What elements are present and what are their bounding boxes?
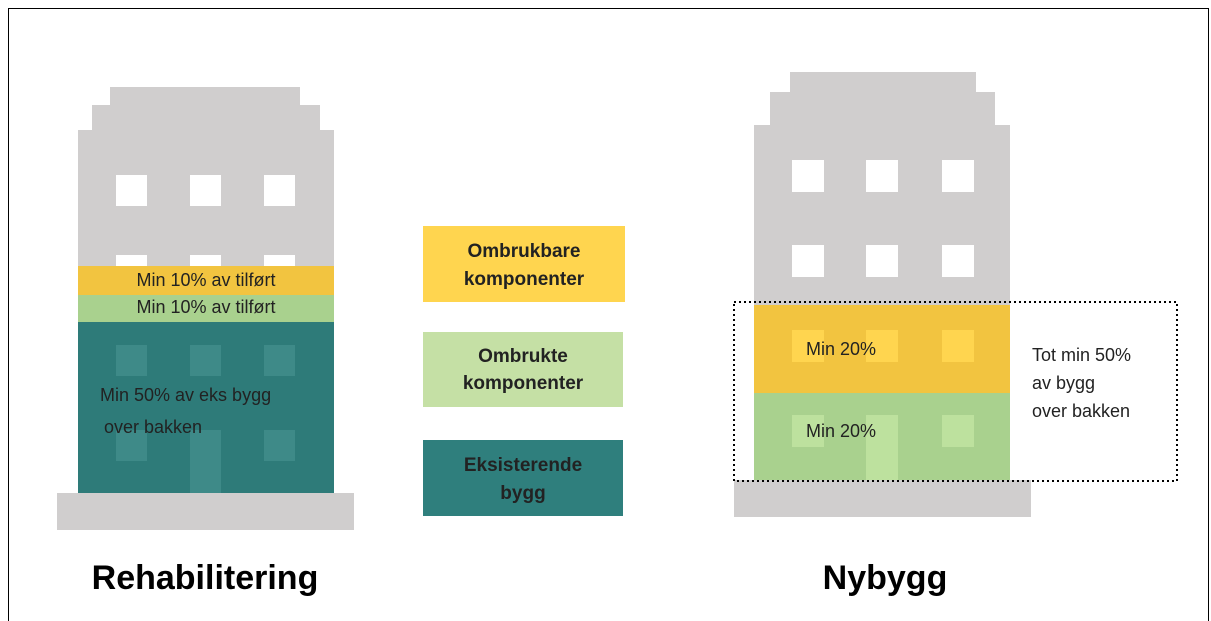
diagram: Min 10% av tilført Min 10% av tilført Mi… xyxy=(0,0,1211,621)
roof xyxy=(110,87,300,107)
legend-box xyxy=(423,440,623,516)
title: Nybygg xyxy=(823,559,948,597)
legend-label: Eksisterende xyxy=(464,455,582,476)
base xyxy=(57,493,354,530)
window xyxy=(942,415,974,447)
legend-label: komponenter xyxy=(463,373,584,394)
window xyxy=(116,175,147,206)
legend-box xyxy=(423,226,625,302)
window xyxy=(264,175,295,206)
legend-label: Ombrukbare xyxy=(468,241,581,262)
legend-label: komponenter xyxy=(464,269,585,290)
band-label: Min 50% av eks bygg xyxy=(100,385,271,405)
band-label: Min 20% xyxy=(806,339,876,359)
window xyxy=(190,255,221,267)
roof xyxy=(770,92,995,126)
window xyxy=(190,175,221,206)
window xyxy=(190,345,221,376)
window xyxy=(264,430,295,461)
window xyxy=(264,255,295,267)
roof xyxy=(790,72,976,94)
roof xyxy=(92,105,320,131)
new-building: Min 20% Min 20% Tot min 50% av bygg over… xyxy=(734,72,1177,517)
window xyxy=(116,255,147,267)
base xyxy=(734,480,1031,517)
window xyxy=(942,245,974,277)
window xyxy=(942,160,974,192)
rehab-building: Min 10% av tilført Min 10% av tilført Mi… xyxy=(57,87,354,530)
window xyxy=(792,160,824,192)
legend-label: bygg xyxy=(500,483,545,504)
window xyxy=(942,330,974,362)
title: Rehabilitering xyxy=(92,559,319,597)
legend-label: Ombrukte xyxy=(478,346,568,367)
window xyxy=(264,345,295,376)
total-label: av bygg xyxy=(1032,373,1095,393)
band-label: Min 20% xyxy=(806,421,876,441)
total-label: over bakken xyxy=(1032,401,1130,421)
window xyxy=(116,345,147,376)
band-label: over bakken xyxy=(104,417,202,437)
total-label: Tot min 50% xyxy=(1032,345,1131,365)
window xyxy=(866,245,898,277)
legend: Ombrukbare komponenter Ombrukte komponen… xyxy=(423,226,625,516)
band-label: Min 10% av tilført xyxy=(136,297,275,317)
door xyxy=(190,430,221,493)
window xyxy=(792,245,824,277)
band-label: Min 10% av tilført xyxy=(136,270,275,290)
legend-box xyxy=(423,332,623,407)
window xyxy=(866,160,898,192)
